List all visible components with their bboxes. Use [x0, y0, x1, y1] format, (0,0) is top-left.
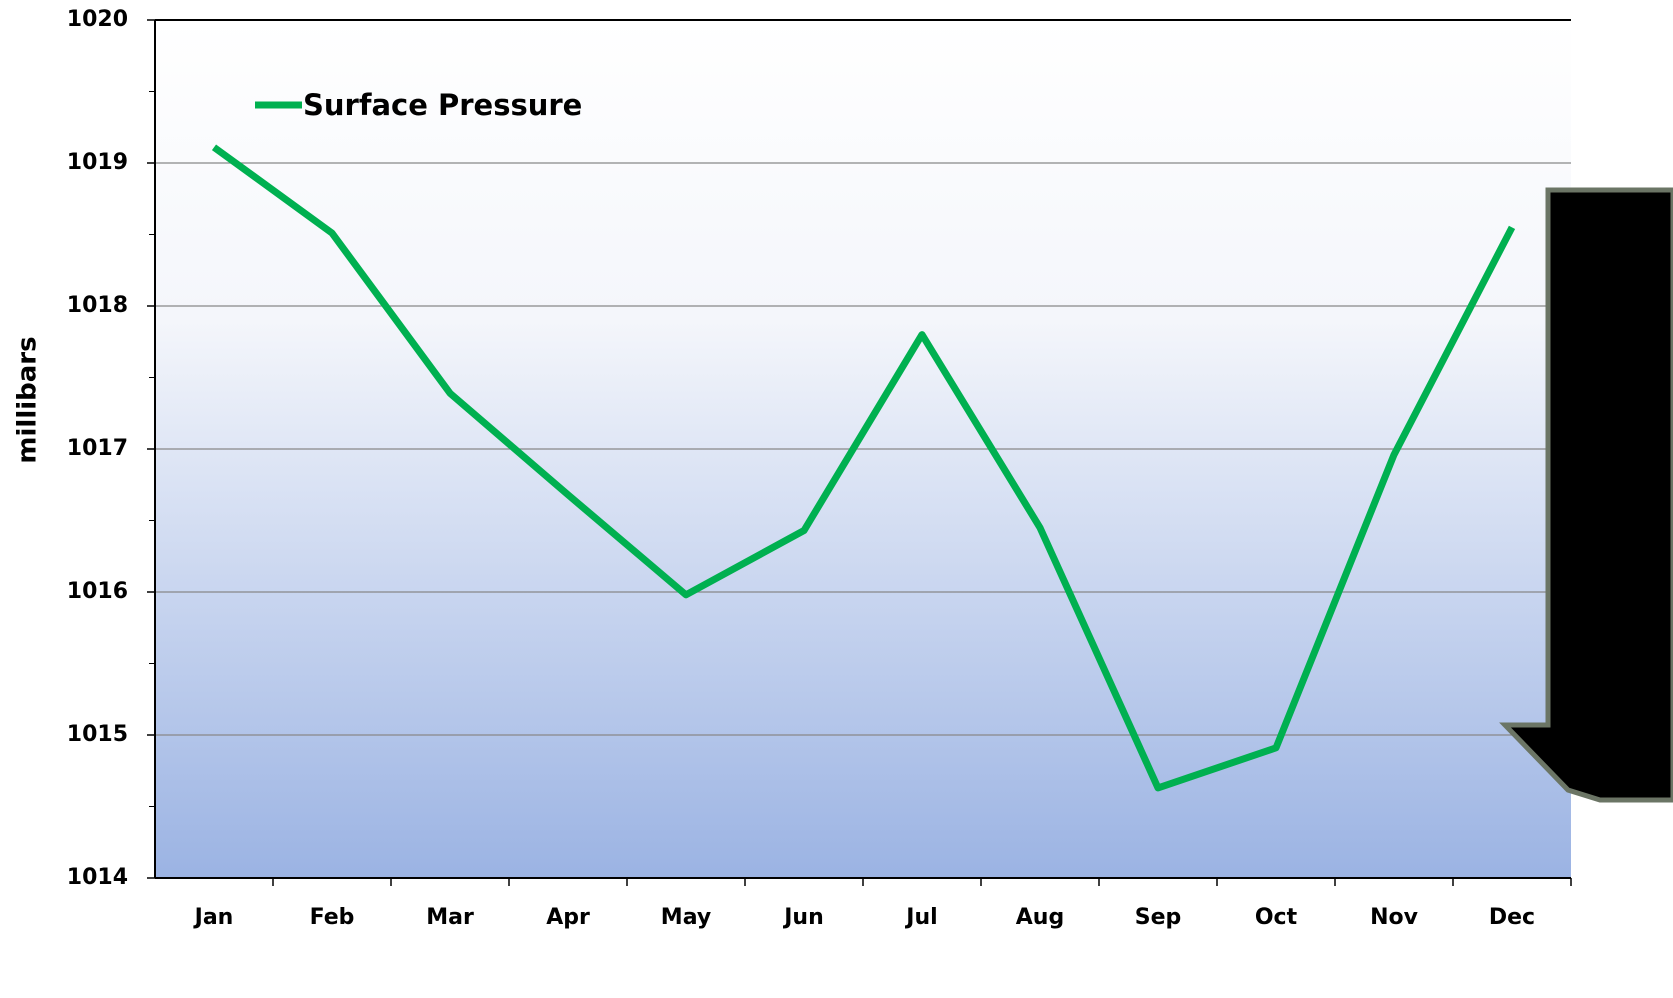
x-tick-label: Jul	[904, 905, 937, 930]
arrow-callout	[1499, 187, 1673, 803]
x-tick-label: Feb	[310, 905, 355, 930]
x-tick-label: Oct	[1255, 905, 1298, 930]
x-tick-label: Aug	[1016, 905, 1064, 930]
x-tick-label: Dec	[1489, 905, 1535, 930]
y-tick-label: 1014	[67, 865, 128, 890]
x-tick-label: Mar	[426, 905, 474, 930]
x-tick-label: Nov	[1370, 905, 1419, 930]
x-tick-label: Jan	[193, 905, 234, 930]
y-tick-label: 1018	[67, 293, 128, 318]
x-tick-label: Apr	[546, 905, 590, 930]
y-tick-label: 1016	[67, 579, 128, 604]
y-tick-label: 1017	[67, 436, 128, 461]
y-tick-label: 1019	[67, 150, 128, 175]
data-line	[211, 144, 1516, 792]
x-tick-label: May	[661, 905, 711, 930]
x-tick-label: Jun	[782, 905, 824, 930]
marks: Surface Pressure	[211, 88, 1516, 792]
legend-label: Surface Pressure	[303, 88, 582, 122]
y-axis-label: millibars	[13, 336, 43, 463]
y-tick-label: 1020	[67, 7, 128, 32]
y-tick-label: 1015	[67, 722, 128, 747]
grid: 1014 1015 1016 1017 1018 1019 1020 Jan Feb Mar Apr…	[67, 7, 1572, 930]
x-tick-label: Sep	[1135, 905, 1182, 930]
